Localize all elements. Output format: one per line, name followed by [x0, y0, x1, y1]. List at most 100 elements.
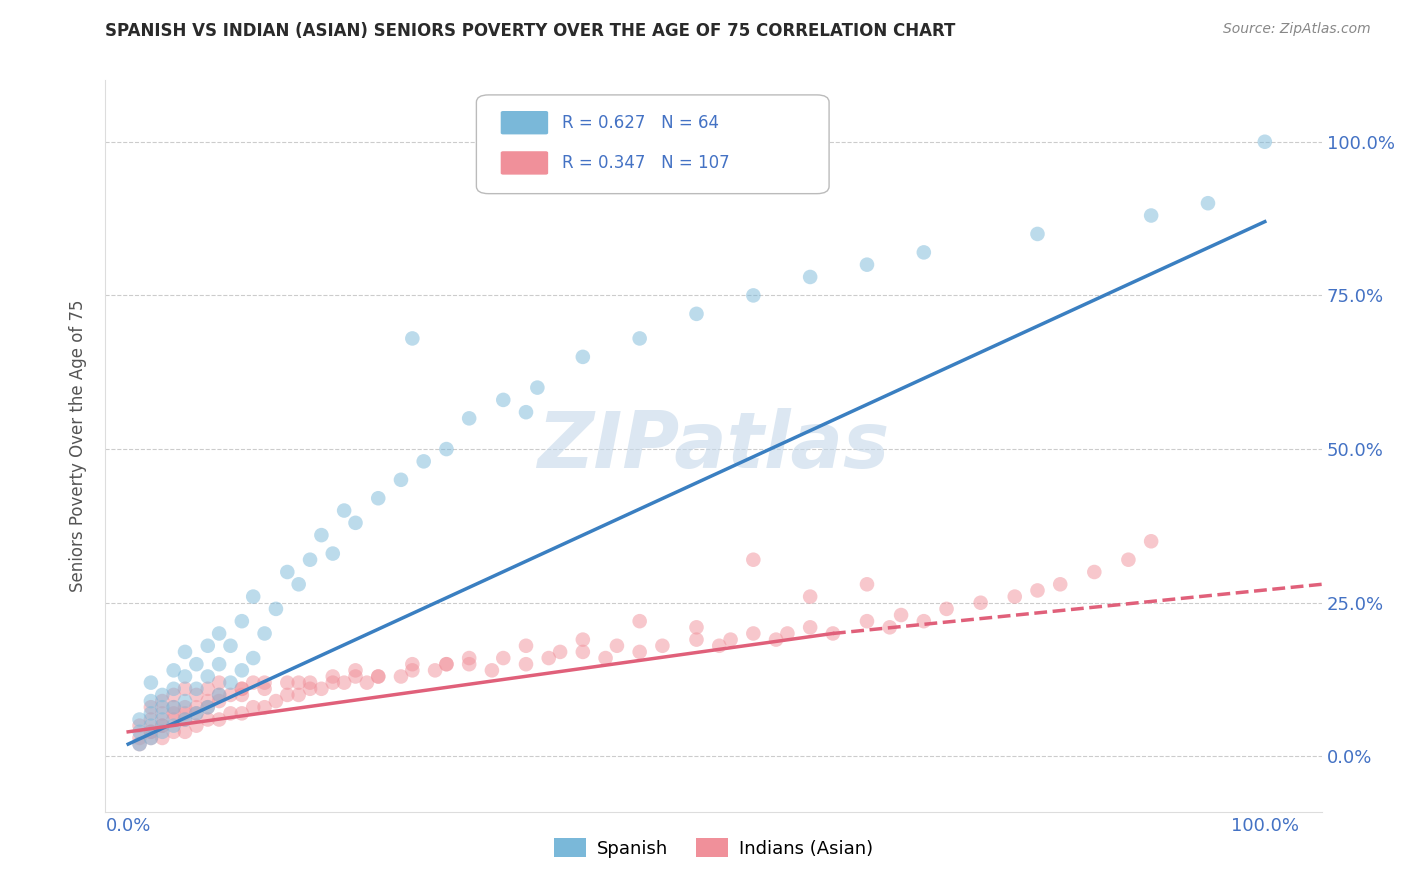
Point	[208, 626, 231, 640]
Point	[186, 700, 208, 714]
Point	[139, 731, 162, 745]
Text: Source: ZipAtlas.com: Source: ZipAtlas.com	[1223, 22, 1371, 37]
Point	[139, 694, 162, 708]
Point	[1140, 209, 1163, 223]
Point	[163, 700, 186, 714]
Point	[253, 700, 276, 714]
Point	[219, 675, 242, 690]
Point	[197, 713, 219, 727]
Point	[344, 669, 367, 683]
Point	[163, 681, 186, 696]
Point	[253, 626, 276, 640]
Point	[322, 675, 344, 690]
Point	[322, 547, 344, 561]
Point	[139, 706, 162, 721]
Point	[436, 442, 458, 456]
Point	[186, 688, 208, 702]
Point	[935, 602, 957, 616]
Point	[163, 700, 186, 714]
Point	[150, 719, 173, 733]
Point	[481, 664, 503, 678]
Point	[1140, 534, 1163, 549]
Point	[150, 713, 173, 727]
Point	[912, 614, 935, 628]
Point	[231, 688, 253, 702]
Point	[651, 639, 673, 653]
Point	[389, 669, 412, 683]
Point	[389, 473, 412, 487]
Point	[799, 590, 821, 604]
Point	[572, 350, 595, 364]
Point	[412, 454, 434, 468]
Point	[344, 664, 367, 678]
Point	[628, 645, 651, 659]
Point	[776, 626, 799, 640]
Point	[231, 681, 253, 696]
Point	[821, 626, 844, 640]
Point	[515, 657, 537, 672]
Point	[685, 307, 707, 321]
Point	[197, 681, 219, 696]
Point	[709, 639, 731, 653]
Point	[401, 331, 423, 345]
Point	[1254, 135, 1277, 149]
Point	[253, 675, 276, 690]
Point	[458, 411, 481, 425]
Point	[197, 669, 219, 683]
Point	[799, 620, 821, 634]
Point	[436, 657, 458, 672]
Point	[163, 724, 186, 739]
Point	[163, 719, 186, 733]
Text: R = 0.347   N = 107: R = 0.347 N = 107	[561, 154, 730, 172]
Point	[890, 607, 912, 622]
Point	[128, 713, 150, 727]
FancyBboxPatch shape	[477, 95, 830, 194]
Point	[356, 675, 378, 690]
Point	[515, 639, 537, 653]
Point	[367, 491, 389, 506]
Point	[1197, 196, 1219, 211]
Point	[174, 669, 197, 683]
Point	[264, 602, 287, 616]
Point	[163, 688, 186, 702]
Y-axis label: Seniors Poverty Over the Age of 75: Seniors Poverty Over the Age of 75	[69, 300, 87, 592]
Point	[186, 706, 208, 721]
Point	[163, 713, 186, 727]
Point	[174, 706, 197, 721]
Point	[344, 516, 367, 530]
Point	[537, 651, 560, 665]
Point	[174, 713, 197, 727]
Point	[231, 681, 253, 696]
Point	[139, 731, 162, 745]
Point	[287, 688, 309, 702]
Point	[856, 258, 879, 272]
Point	[163, 664, 186, 678]
Point	[128, 719, 150, 733]
Point	[299, 681, 322, 696]
Point	[401, 657, 423, 672]
Point	[208, 657, 231, 672]
Point	[311, 528, 333, 542]
Point	[186, 706, 208, 721]
Point	[163, 706, 186, 721]
Point	[139, 675, 162, 690]
Point	[333, 503, 356, 517]
Point	[969, 596, 991, 610]
FancyBboxPatch shape	[501, 152, 548, 175]
FancyBboxPatch shape	[501, 111, 548, 135]
Point	[208, 713, 231, 727]
Point	[231, 664, 253, 678]
Point	[1026, 227, 1049, 241]
Point	[322, 669, 344, 683]
Point	[1083, 565, 1105, 579]
Point	[150, 688, 173, 702]
Point	[219, 688, 242, 702]
Point	[628, 331, 651, 345]
Point	[311, 681, 333, 696]
Point	[856, 614, 879, 628]
Point	[197, 639, 219, 653]
Point	[879, 620, 901, 634]
Point	[174, 724, 197, 739]
Point	[197, 700, 219, 714]
Point	[276, 565, 298, 579]
